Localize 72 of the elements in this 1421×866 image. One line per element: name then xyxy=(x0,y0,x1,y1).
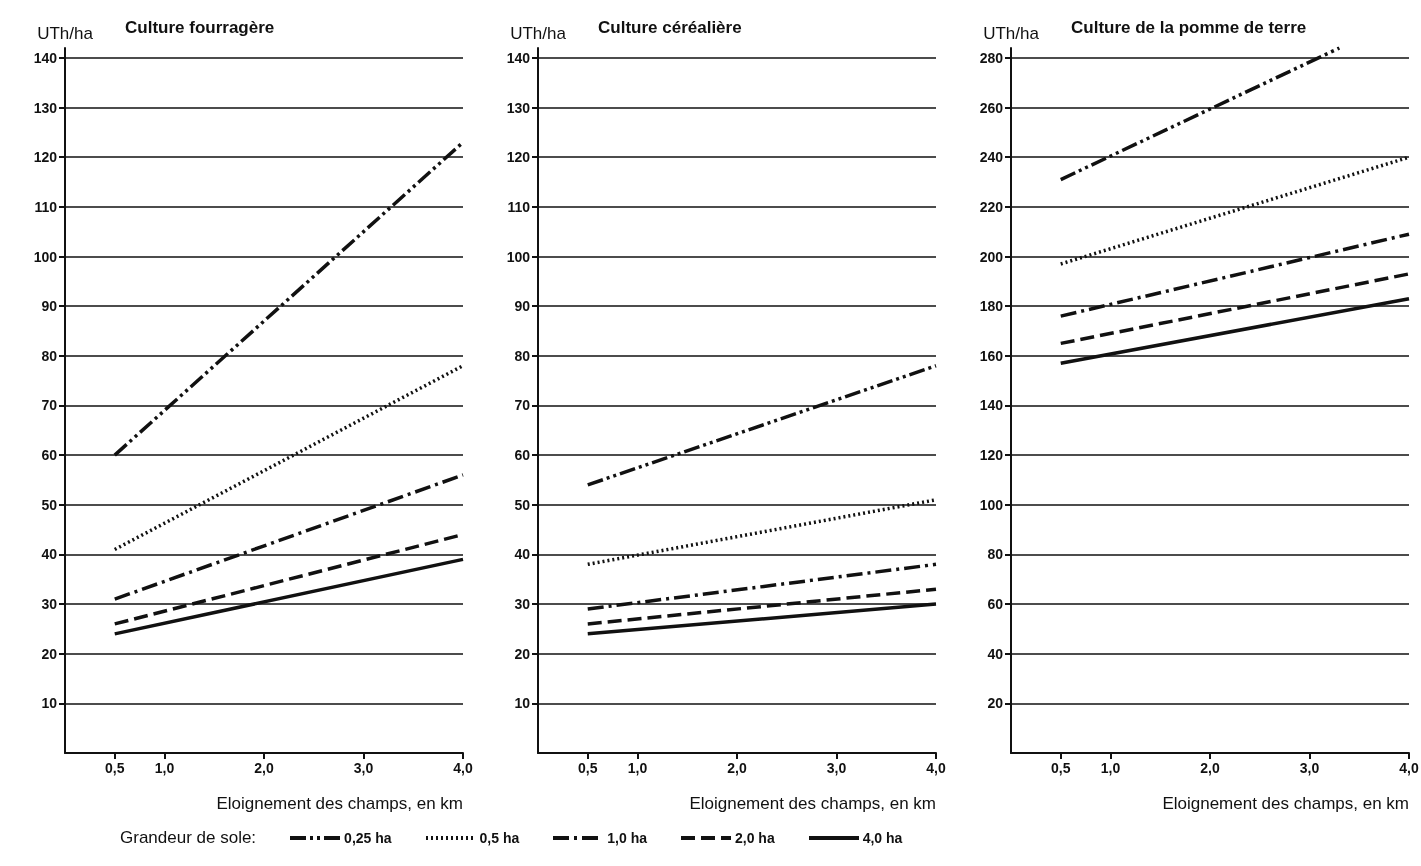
y-tick-label: 90 xyxy=(514,298,531,315)
legend-label: 0,25 ha xyxy=(344,830,392,846)
x-tick-label: 3,0 xyxy=(353,760,374,776)
legend-label: 0,5 ha xyxy=(479,830,520,846)
y-tick-label: 120 xyxy=(33,149,58,166)
y-tick-label: 130 xyxy=(33,99,58,116)
y-tick-label: 50 xyxy=(41,496,58,513)
y-tick-label: 110 xyxy=(507,198,531,215)
x-tick-label: 0,5 xyxy=(1051,760,1071,776)
y-tick-label: 140 xyxy=(979,397,1004,414)
x-tick-label: 2,0 xyxy=(727,760,747,776)
y-tick-label: 70 xyxy=(41,397,58,414)
x-tick-label: 3,0 xyxy=(1299,760,1320,776)
y-tick-label: 280 xyxy=(979,49,1004,66)
y-tick-label: 40 xyxy=(987,645,1004,662)
y-tick-label: 180 xyxy=(979,298,1004,315)
x-tick-label: 4,0 xyxy=(1399,760,1419,776)
x-tick-label: 1,0 xyxy=(154,760,175,776)
y-tick-label: 140 xyxy=(33,49,58,66)
legend-label: 4,0 ha xyxy=(862,830,903,846)
x-tick-label: 2,0 xyxy=(254,760,274,776)
y-tick-label: 140 xyxy=(506,49,531,66)
y-tick-label: 60 xyxy=(41,447,58,464)
chart-title: Culture de la pomme de terre xyxy=(1071,18,1307,37)
x-axis-title: Eloignement des champs, en km xyxy=(689,794,936,813)
y-tick-label: 70 xyxy=(514,397,531,414)
y-tick-label: 80 xyxy=(987,546,1004,563)
y-tick-label: 20 xyxy=(514,645,531,662)
y-axis-title: UTh/ha xyxy=(983,24,1040,43)
y-tick-label: 240 xyxy=(979,149,1004,166)
x-axis-title: Eloignement des champs, en km xyxy=(1162,794,1409,813)
y-axis-title: UTh/ha xyxy=(510,24,567,43)
y-tick-label: 110 xyxy=(34,198,58,215)
x-tick-label: 4,0 xyxy=(926,760,946,776)
y-tick-label: 10 xyxy=(41,695,58,712)
x-tick-label: 1,0 xyxy=(627,760,648,776)
x-tick-label: 3,0 xyxy=(826,760,847,776)
y-tick-label: 220 xyxy=(979,198,1004,215)
y-tick-label: 90 xyxy=(41,298,58,315)
y-tick-label: 100 xyxy=(506,248,531,265)
y-tick-label: 60 xyxy=(514,447,531,464)
y-tick-label: 100 xyxy=(33,248,58,265)
y-tick-label: 40 xyxy=(514,546,531,563)
chart-title: Culture fourragère xyxy=(125,18,275,37)
x-tick-label: 0,5 xyxy=(578,760,598,776)
x-axis-title: Eloignement des champs, en km xyxy=(216,794,463,813)
y-tick-label: 260 xyxy=(979,99,1004,116)
y-tick-label: 50 xyxy=(514,496,531,513)
y-tick-label: 30 xyxy=(41,596,58,613)
y-tick-label: 120 xyxy=(506,149,531,166)
y-tick-label: 160 xyxy=(979,347,1004,364)
y-tick-label: 10 xyxy=(514,695,531,712)
y-tick-label: 200 xyxy=(979,248,1004,265)
legend-label: 1,0 ha xyxy=(607,830,647,846)
y-tick-label: 80 xyxy=(41,347,58,364)
x-tick-label: 1,0 xyxy=(1100,760,1121,776)
chart-title: Culture céréalière xyxy=(598,18,742,37)
x-tick-label: 2,0 xyxy=(1200,760,1220,776)
y-tick-label: 130 xyxy=(506,99,531,116)
y-tick-label: 60 xyxy=(987,596,1004,613)
legend-label: 2,0 ha xyxy=(734,830,775,846)
y-tick-label: 100 xyxy=(979,496,1004,513)
y-tick-label: 120 xyxy=(979,447,1004,464)
y-tick-label: 30 xyxy=(514,596,531,613)
y-tick-label: 40 xyxy=(41,546,58,563)
y-axis-title: UTh/ha xyxy=(37,24,94,43)
y-tick-label: 80 xyxy=(514,347,531,364)
x-tick-label: 4,0 xyxy=(453,760,473,776)
y-tick-label: 20 xyxy=(41,645,58,662)
legend-title: Grandeur de sole: xyxy=(120,828,257,848)
y-tick-label: 20 xyxy=(987,695,1004,712)
x-tick-label: 0,5 xyxy=(105,760,125,776)
